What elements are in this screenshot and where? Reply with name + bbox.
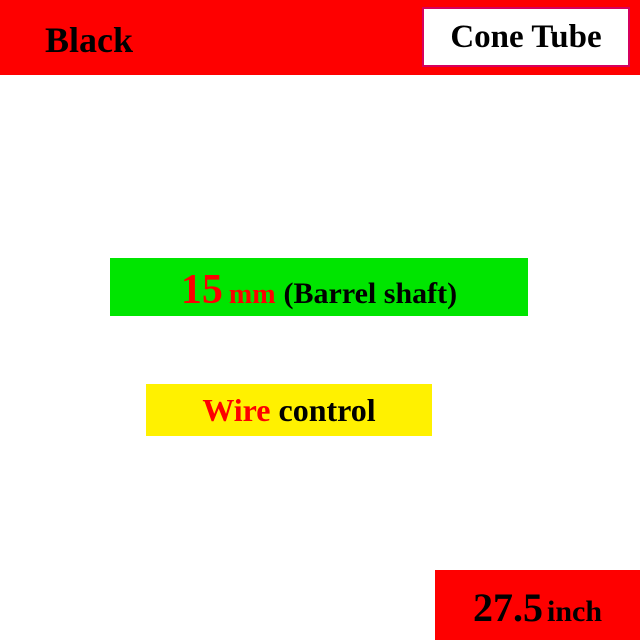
barrel-number: 15 (181, 266, 223, 314)
size-unit: inch (547, 595, 602, 629)
cone-tube-box: Cone Tube (422, 7, 630, 67)
barrel-label: (Barrel shaft) (284, 277, 458, 311)
color-label: Black (45, 19, 133, 61)
wire-word1: Wire (202, 392, 270, 429)
size-number: 27.5 (473, 584, 543, 631)
barrel-shaft-box: 15 mm (Barrel shaft) (110, 258, 528, 316)
cone-tube-text: Cone Tube (450, 19, 601, 56)
wire-control-box: Wire control (146, 384, 432, 436)
wire-word2: control (278, 392, 375, 429)
barrel-unit: mm (229, 279, 276, 311)
size-box: 27.5 inch (435, 570, 640, 640)
